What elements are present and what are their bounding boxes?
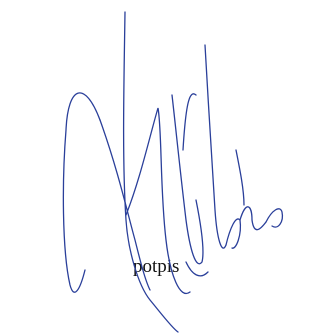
signature-strokes [63, 12, 282, 332]
signature-canvas: potpis [0, 0, 310, 336]
page: potpis [0, 0, 310, 336]
